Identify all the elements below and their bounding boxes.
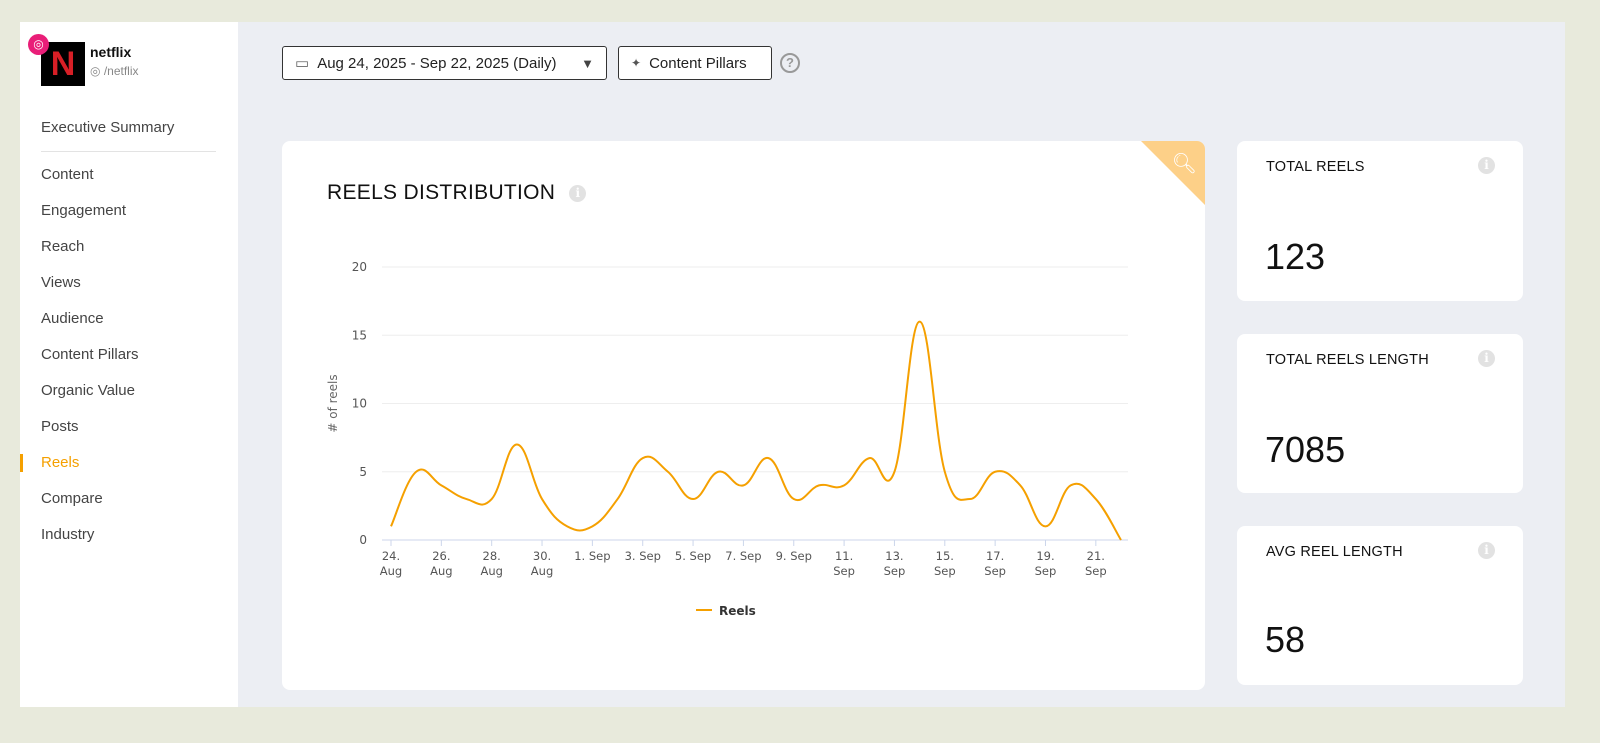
y-tick-label: 20 <box>352 260 367 274</box>
sidebar-item-content[interactable]: Content <box>41 166 94 183</box>
account-handle: ◎ /netflix <box>90 64 139 78</box>
instagram-small-icon: ◎ <box>90 64 104 78</box>
info-icon[interactable]: i <box>1478 542 1495 559</box>
stat-label: TOTAL REELS LENGTH <box>1266 352 1429 368</box>
sidebar-nav: Executive Summary Content Engagement Rea… <box>20 110 238 553</box>
x-tick-label: 3. Sep <box>625 549 661 563</box>
sidebar-item-views[interactable]: Views <box>41 274 81 291</box>
x-tick-label: Aug <box>480 564 502 578</box>
stat-value: 7085 <box>1265 429 1346 470</box>
y-tick-label: 0 <box>359 533 367 547</box>
stat-label: AVG REEL LENGTH <box>1266 544 1403 560</box>
x-tick-label: Sep <box>1035 564 1057 578</box>
x-tick-label: Aug <box>430 564 452 578</box>
x-tick-label: 28. <box>483 549 501 563</box>
y-tick-label: 15 <box>352 328 367 342</box>
x-tick-label: 17. <box>986 549 1004 563</box>
y-tick-label: 5 <box>359 465 367 479</box>
stat-value: 123 <box>1265 236 1326 277</box>
calendar-icon: ▭ <box>295 55 310 72</box>
sidebar-item-posts[interactable]: Posts <box>41 418 79 435</box>
x-tick-label: 24. <box>382 549 400 563</box>
x-tick-label: 26. <box>432 549 450 563</box>
stat-label: TOTAL REELS <box>1266 159 1365 175</box>
sidebar-item-reach[interactable]: Reach <box>41 238 85 255</box>
x-tick-label: 9. Sep <box>776 549 812 563</box>
sparkle-icon: ✦ <box>631 56 642 70</box>
x-tick-label: 19. <box>1036 549 1054 563</box>
info-icon[interactable]: i <box>569 185 587 202</box>
x-tick-label: Aug <box>380 564 402 578</box>
sidebar-item-reels[interactable]: Reels <box>20 445 238 481</box>
x-tick-label: 1. Sep <box>574 549 610 563</box>
x-tick-label: Aug <box>531 564 553 578</box>
account-logo: N <box>41 42 85 86</box>
y-axis-title: # of reels <box>326 374 340 432</box>
x-tick-label: Sep <box>884 564 906 578</box>
x-tick-label: 7. Sep <box>725 549 761 563</box>
x-tick-label: Sep <box>934 564 956 578</box>
corner-ribbon <box>1141 141 1205 205</box>
sidebar-item-content-pillars[interactable]: Content Pillars <box>41 346 139 363</box>
help-icon[interactable]: ? <box>780 53 800 73</box>
x-tick-label: 13. <box>885 549 903 563</box>
y-tick-label: 10 <box>352 397 367 411</box>
sidebar-item-engagement[interactable]: Engagement <box>41 202 127 219</box>
sidebar-item-audience[interactable]: Audience <box>41 310 104 327</box>
x-tick-label: 11. <box>835 549 853 563</box>
info-icon[interactable]: i <box>1478 350 1495 367</box>
account-name: netflix <box>90 44 132 60</box>
sidebar-item-industry[interactable]: Industry <box>41 526 95 543</box>
chart-title: REELS DISTRIBUTION i <box>327 181 587 205</box>
legend-item-reels: Reels <box>719 604 756 618</box>
series-line-reels <box>390 320 1122 541</box>
info-icon[interactable]: i <box>1478 157 1495 174</box>
caret-down-icon: ▼ <box>581 55 594 71</box>
sidebar-item-organic-value[interactable]: Organic Value <box>41 382 135 399</box>
content-pillars-button[interactable]: ✦ Content Pillars <box>618 46 772 80</box>
sidebar-item-executive-summary[interactable]: Executive Summary <box>41 119 175 136</box>
x-tick-label: Sep <box>984 564 1006 578</box>
sidebar-item-compare[interactable]: Compare <box>41 490 103 507</box>
x-tick-label: Sep <box>1085 564 1107 578</box>
x-tick-label: 30. <box>533 549 551 563</box>
x-tick-label: 15. <box>936 549 954 563</box>
instagram-icon: ◎ <box>28 34 49 55</box>
stat-value: 58 <box>1265 619 1306 660</box>
app-frame: N ◎ netflix ◎ /netflix Executive Summary… <box>20 22 1565 707</box>
x-tick-label: Sep <box>833 564 855 578</box>
sidebar: N ◎ netflix ◎ /netflix Executive Summary… <box>20 22 238 707</box>
reels-distribution-card: REELS DISTRIBUTION i 🔍︎ 0 5 10 15 20 # of ree… <box>282 141 1205 690</box>
search-icon[interactable]: 🔍︎ <box>1171 153 1197 175</box>
stat-card-avg-reel-length: AVG REEL LENGTH i 58 <box>1237 526 1523 685</box>
stat-card-total-reels-length: TOTAL REELS LENGTH i 7085 <box>1237 334 1523 493</box>
date-range-picker[interactable]: ▭ Aug 24, 2025 - Sep 22, 2025 (Daily) ▼ <box>282 46 607 80</box>
x-tick-label: 21. <box>1087 549 1105 563</box>
x-tick-label: 5. Sep <box>675 549 711 563</box>
stat-card-total-reels: TOTAL REELS i 123 <box>1237 141 1523 301</box>
divider <box>41 151 216 152</box>
